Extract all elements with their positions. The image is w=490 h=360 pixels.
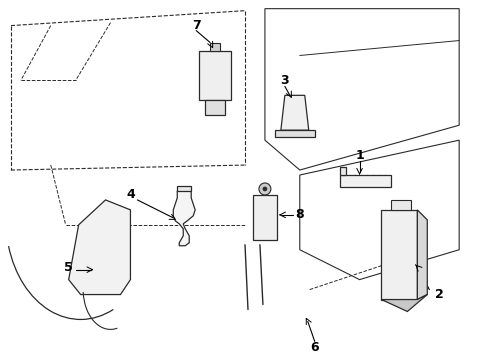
Text: 3: 3 (281, 74, 289, 87)
Text: 5: 5 (64, 261, 73, 274)
Polygon shape (392, 200, 412, 210)
Polygon shape (417, 210, 427, 300)
Polygon shape (253, 195, 277, 240)
Circle shape (259, 183, 271, 195)
Polygon shape (199, 50, 231, 100)
Polygon shape (275, 130, 315, 137)
Polygon shape (205, 100, 225, 115)
Text: 1: 1 (355, 149, 364, 162)
Text: 4: 4 (126, 188, 135, 202)
Polygon shape (210, 42, 220, 50)
Polygon shape (382, 210, 417, 300)
Text: 6: 6 (311, 341, 319, 354)
Polygon shape (69, 200, 130, 294)
Polygon shape (340, 175, 392, 187)
Text: 8: 8 (295, 208, 304, 221)
Polygon shape (340, 167, 345, 175)
Polygon shape (173, 191, 195, 246)
Polygon shape (382, 294, 427, 311)
Circle shape (263, 187, 267, 191)
Polygon shape (281, 95, 309, 130)
Polygon shape (177, 186, 191, 191)
Text: 2: 2 (435, 288, 443, 301)
Text: 7: 7 (192, 19, 200, 32)
